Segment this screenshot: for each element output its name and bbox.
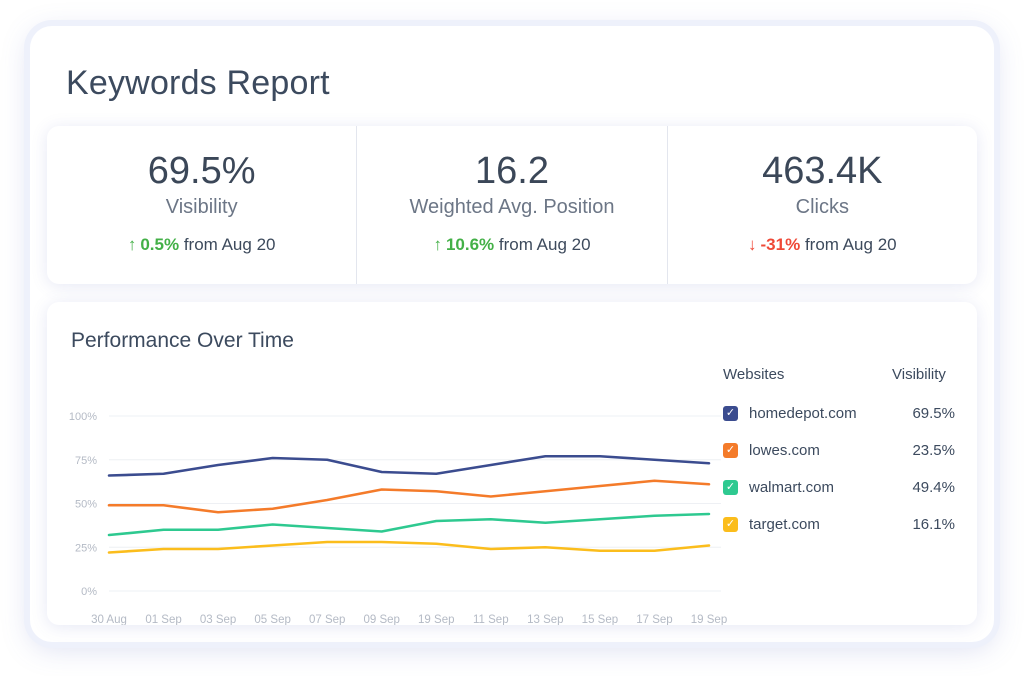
stat-clicks: 463.4K Clicks ↓ -31% from Aug 20 bbox=[666, 126, 977, 284]
x-tick-label: 13 Sep bbox=[527, 614, 563, 625]
y-tick-label: 25% bbox=[75, 542, 97, 554]
x-tick-label: 11 Sep bbox=[473, 614, 509, 625]
x-tick-label: 01 Sep bbox=[145, 614, 181, 625]
arrow-up-icon: ↑ bbox=[433, 235, 442, 254]
performance-title: Performance Over Time bbox=[71, 329, 294, 352]
stat-weighted-avg-position: 16.2 Weighted Avg. Position ↑ 10.6% from … bbox=[356, 126, 666, 284]
x-tick-label: 17 Sep bbox=[636, 614, 672, 625]
page-title: Keywords Report bbox=[66, 64, 330, 102]
x-tick-label: 30 Aug bbox=[91, 614, 127, 625]
stat-visibility: 69.5% Visibility ↑ 0.5% from Aug 20 bbox=[47, 126, 356, 284]
legend-header-websites: Websites bbox=[723, 366, 785, 383]
legend-visibility-value: 49.4% bbox=[912, 478, 955, 496]
change-value: 10.6% bbox=[445, 235, 495, 254]
legend-item-target[interactable]: ✓ target.com 16.1% bbox=[723, 514, 955, 534]
x-tick-label: 09 Sep bbox=[364, 614, 400, 625]
stat-label: Clicks bbox=[795, 196, 849, 218]
change-value: 0.5% bbox=[140, 235, 180, 254]
y-tick-label: 75% bbox=[75, 455, 97, 467]
stat-value: 69.5% bbox=[147, 150, 256, 192]
arrow-up-icon: ↑ bbox=[127, 235, 137, 254]
series-line-target-com bbox=[107, 540, 711, 554]
stat-change: ↑ 10.6% from Aug 20 bbox=[357, 235, 666, 255]
checkbox-icon[interactable]: ✓ bbox=[723, 405, 738, 421]
y-tick-label: 0% bbox=[81, 586, 97, 598]
series-line-homedepot-com bbox=[107, 454, 711, 477]
x-tick-label: 07 Sep bbox=[309, 614, 345, 625]
legend-site-name: walmart.com bbox=[749, 478, 835, 496]
arrow-down-icon: ↓ bbox=[748, 235, 757, 254]
y-tick-label: 100% bbox=[69, 411, 97, 423]
checkbox-icon[interactable]: ✓ bbox=[723, 479, 738, 495]
change-value: -31% bbox=[760, 235, 801, 254]
checkbox-icon[interactable]: ✓ bbox=[723, 442, 738, 458]
y-tick-label: 50% bbox=[75, 499, 97, 511]
x-tick-label: 19 Sep bbox=[691, 614, 727, 625]
keywords-report-card: Keywords Report 69.5% Visibility ↑ 0.5% f… bbox=[30, 26, 994, 642]
change-suffix: from Aug 20 bbox=[183, 235, 276, 254]
legend-visibility-value: 16.1% bbox=[912, 515, 955, 533]
x-tick-label: 05 Sep bbox=[254, 614, 290, 625]
legend-visibility-value: 23.5% bbox=[912, 441, 955, 459]
legend-item-lowes[interactable]: ✓ lowes.com 23.5% bbox=[723, 440, 955, 460]
stats-panel: 69.5% Visibility ↑ 0.5% from Aug 20 16.2 … bbox=[47, 126, 977, 284]
stat-label: Weighted Avg. Position bbox=[409, 196, 615, 218]
legend-visibility-value: 69.5% bbox=[912, 404, 955, 422]
stat-value: 16.2 bbox=[475, 150, 549, 192]
legend-header-visibility: Visibility bbox=[892, 366, 946, 383]
x-tick-label: 19 Sep bbox=[418, 614, 454, 625]
performance-panel: 0% 25% 50% 75% 100% 30 Aug 01 Sep 03 Sep 05 Sep 0… bbox=[47, 302, 977, 625]
series-line-lowes-com bbox=[107, 479, 711, 514]
checkbox-icon[interactable]: ✓ bbox=[723, 516, 738, 532]
change-suffix: from Aug 20 bbox=[804, 235, 897, 254]
legend-site-name: target.com bbox=[749, 515, 820, 533]
legend-item-homedepot[interactable]: ✓ homedepot.com 69.5% bbox=[723, 403, 955, 423]
stat-value: 463.4K bbox=[762, 150, 883, 192]
x-tick-label: 15 Sep bbox=[582, 614, 618, 625]
legend-site-name: lowes.com bbox=[749, 441, 820, 459]
stat-change: ↑ 0.5% from Aug 20 bbox=[47, 235, 356, 255]
change-suffix: from Aug 20 bbox=[498, 235, 591, 254]
stat-change: ↓ -31% from Aug 20 bbox=[668, 235, 977, 255]
x-tick-label: 03 Sep bbox=[200, 614, 236, 625]
performance-line-chart: 0% 25% 50% 75% 100% 30 Aug 01 Sep 03 Sep 05 Sep 0… bbox=[69, 411, 727, 625]
legend-item-walmart[interactable]: ✓ walmart.com 49.4% bbox=[723, 477, 955, 497]
stat-label: Visibility bbox=[165, 196, 238, 218]
series-line-walmart-com bbox=[107, 512, 711, 537]
legend-site-name: homedepot.com bbox=[749, 404, 857, 422]
